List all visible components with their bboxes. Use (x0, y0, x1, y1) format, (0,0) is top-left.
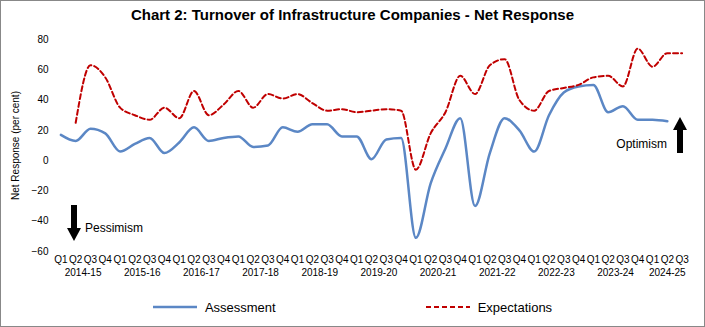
svg-text:Q3: Q3 (439, 254, 453, 265)
svg-text:Q4: Q4 (276, 254, 290, 265)
html-text:Chart 2: Turnover of Infrastru: Chart 2: Turnover of Infrastructure Comp… (130, 6, 575, 23)
svg-text:0: 0 (43, 155, 49, 166)
svg-text:2017-18: 2017-18 (242, 267, 279, 278)
svg-text:Q2: Q2 (424, 254, 438, 265)
svg-text:Q1: Q1 (350, 254, 364, 265)
svg-text:Q3: Q3 (261, 254, 275, 265)
svg-text:Q4: Q4 (158, 254, 172, 265)
svg-text:2021-22: 2021-22 (479, 267, 516, 278)
svg-text:Q3: Q3 (557, 254, 571, 265)
svg-text:Q3: Q3 (202, 254, 216, 265)
svg-text:Q2: Q2 (187, 254, 201, 265)
svg-text:Q2: Q2 (128, 254, 142, 265)
svg-text:80: 80 (37, 34, 49, 45)
svg-text:2018-19: 2018-19 (301, 267, 338, 278)
svg-text:2020-21: 2020-21 (420, 267, 457, 278)
svg-text:Q2: Q2 (247, 254, 261, 265)
svg-text:Q2: Q2 (601, 254, 615, 265)
svg-text:Q4: Q4 (454, 254, 468, 265)
svg-text:Q2: Q2 (69, 254, 83, 265)
svg-text:Q1: Q1 (54, 254, 68, 265)
svg-text:Q3: Q3 (498, 254, 512, 265)
svg-text:2016-17: 2016-17 (183, 267, 220, 278)
svg-text:Q2: Q2 (483, 254, 497, 265)
svg-text:2024-25: 2024-25 (649, 267, 686, 278)
svg-text:40: 40 (37, 94, 49, 105)
svg-text:−20: −20 (32, 185, 49, 196)
html-text:Pessimism: Pessimism (85, 221, 143, 235)
svg-text:2014-15: 2014-15 (65, 267, 102, 278)
svg-text:Q3: Q3 (143, 254, 157, 265)
svg-text:Q1: Q1 (646, 254, 660, 265)
svg-text:Q1: Q1 (528, 254, 542, 265)
svg-text:−60: −60 (32, 246, 49, 257)
svg-text:Q1: Q1 (113, 254, 127, 265)
svg-text:Net Response (per cent): Net Response (per cent) (10, 91, 21, 200)
svg-text:Q1: Q1 (232, 254, 246, 265)
html-text:Optimism: Optimism (616, 137, 667, 151)
html-text:Expectations: Expectations (477, 299, 553, 315)
svg-text:2019-20: 2019-20 (361, 267, 398, 278)
svg-text:Q4: Q4 (217, 254, 231, 265)
svg-text:Q4: Q4 (513, 254, 527, 265)
svg-text:Q1: Q1 (468, 254, 482, 265)
svg-text:2023-24: 2023-24 (597, 267, 634, 278)
svg-text:2022-23: 2022-23 (538, 267, 575, 278)
svg-text:2015-16: 2015-16 (124, 267, 161, 278)
svg-text:Q3: Q3 (84, 254, 98, 265)
svg-text:Q2: Q2 (542, 254, 556, 265)
svg-text:Q1: Q1 (587, 254, 601, 265)
svg-text:Q3: Q3 (675, 254, 689, 265)
svg-text:Q4: Q4 (99, 254, 113, 265)
svg-text:Q4: Q4 (335, 254, 349, 265)
svg-text:Q4: Q4 (631, 254, 645, 265)
svg-text:Q2: Q2 (306, 254, 320, 265)
svg-text:Q3: Q3 (380, 254, 394, 265)
svg-text:Q2: Q2 (661, 254, 675, 265)
svg-text:Q4: Q4 (394, 254, 408, 265)
svg-text:Q1: Q1 (173, 254, 187, 265)
svg-text:Q1: Q1 (409, 254, 423, 265)
svg-text:20: 20 (37, 125, 49, 136)
svg-text:−40: −40 (32, 215, 49, 226)
svg-text:Q3: Q3 (320, 254, 334, 265)
html-text:Assessment: Assessment (204, 299, 276, 315)
svg-text:60: 60 (37, 64, 49, 75)
svg-text:Q3: Q3 (616, 254, 630, 265)
svg-text:Q4: Q4 (572, 254, 586, 265)
svg-text:Q1: Q1 (291, 254, 305, 265)
svg-text:Q2: Q2 (365, 254, 379, 265)
